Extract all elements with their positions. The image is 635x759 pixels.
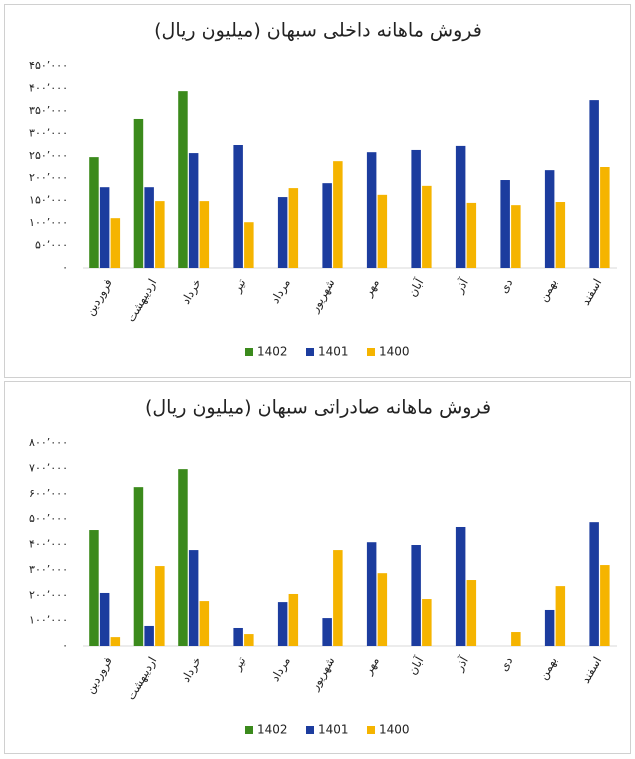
y-tick-label: ۳۰۰٬۰۰۰ [29, 563, 68, 576]
y-tick-label: ۳۰۰٬۰۰۰ [29, 126, 68, 139]
bar [466, 202, 477, 268]
bar [233, 145, 243, 268]
y-tick-label: ۱۰۰٬۰۰۰ [29, 614, 68, 627]
bar [377, 194, 388, 268]
chart-title: فروش ماهانه صادراتی سبهان (میلیون ریال) [145, 397, 491, 419]
y-tick-label: ۲۰۰٬۰۰۰ [29, 171, 68, 184]
y-tick-label: ۲۵۰٬۰۰۰ [29, 149, 68, 162]
bar [322, 183, 332, 268]
bar [455, 145, 466, 268]
legend-label: 1401 [318, 723, 349, 737]
bar [144, 187, 154, 268]
bar [89, 530, 99, 646]
panel [4, 381, 631, 754]
bar [199, 201, 210, 268]
bar [110, 637, 121, 646]
legend-swatch [245, 726, 253, 734]
bar [600, 167, 610, 268]
legend-swatch [306, 726, 314, 734]
bar [422, 599, 432, 646]
y-tick-label: ۷۰۰٬۰۰۰ [29, 461, 68, 474]
bar [333, 161, 343, 268]
y-tick-label: ۰ [62, 639, 68, 652]
bar [155, 201, 165, 268]
y-tick-label: ۴۰۰٬۰۰۰ [29, 538, 68, 551]
x-tick-label: دی [496, 654, 515, 673]
bar [244, 222, 254, 268]
bar [277, 602, 288, 646]
y-tick-label: ۲۰۰٬۰۰۰ [29, 588, 68, 601]
bar [144, 625, 154, 646]
legend-label: 1400 [379, 723, 410, 737]
y-tick-label: ۴۰۰٬۰۰۰ [29, 81, 68, 94]
legend-swatch [245, 348, 253, 356]
bar [422, 185, 432, 268]
y-tick-label: ۰ [62, 261, 68, 274]
bar [589, 522, 599, 646]
y-tick-label: ۸۰۰٬۰۰۰ [29, 436, 68, 449]
bar [377, 573, 388, 646]
bar [178, 91, 188, 268]
bar [411, 149, 421, 268]
bar [89, 157, 99, 268]
bar [188, 550, 199, 646]
bar [155, 566, 165, 646]
y-tick-label: ۳۵۰٬۰۰۰ [29, 104, 68, 117]
x-tick-label: دی [496, 276, 515, 295]
y-tick-label: ۱۰۰٬۰۰۰ [29, 216, 68, 229]
bar [133, 487, 144, 646]
bar [589, 100, 599, 268]
legend-swatch [306, 348, 314, 356]
bar [511, 205, 521, 268]
bar [366, 152, 377, 268]
bar [288, 593, 299, 646]
bar [199, 601, 210, 646]
y-tick-label: ۴۵۰٬۰۰۰ [29, 59, 68, 72]
bar [511, 632, 521, 646]
bar [500, 180, 510, 268]
bar [466, 580, 477, 646]
chart-title: فروش ماهانه داخلی سبهان (میلیون ریال) [154, 20, 482, 42]
bar [133, 118, 144, 268]
bar [411, 545, 421, 646]
y-tick-label: ۱۵۰٬۰۰۰ [29, 194, 68, 207]
bar [544, 170, 555, 268]
legend-label: 1402 [257, 723, 288, 737]
bar [233, 627, 243, 646]
bar [178, 469, 188, 646]
bar [322, 618, 332, 646]
bar [600, 565, 610, 646]
legend-label: 1402 [257, 345, 288, 359]
y-tick-label: ۵۰٬۰۰۰ [35, 239, 68, 252]
bar [555, 202, 566, 268]
bar [244, 634, 254, 646]
bar [99, 187, 110, 268]
y-tick-label: ۶۰۰٬۰۰۰ [29, 487, 68, 500]
legend-label: 1400 [379, 345, 410, 359]
bar [333, 550, 343, 646]
bar [555, 586, 566, 646]
bar [455, 526, 466, 646]
legend-swatch [367, 726, 375, 734]
bar [366, 542, 377, 646]
bar [288, 188, 299, 268]
legend-swatch [367, 348, 375, 356]
bar [544, 609, 555, 646]
y-tick-label: ۵۰۰٬۰۰۰ [29, 512, 68, 525]
bar [277, 197, 288, 268]
bar [99, 592, 110, 646]
bar [188, 153, 199, 268]
legend-label: 1401 [318, 345, 349, 359]
bar [110, 218, 121, 268]
